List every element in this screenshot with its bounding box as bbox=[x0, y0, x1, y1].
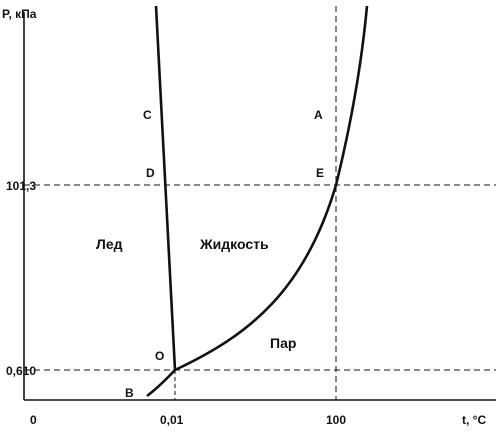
point-A-label: A bbox=[314, 108, 323, 122]
point-B-label: B bbox=[125, 386, 134, 400]
origin-label: 0 bbox=[30, 413, 37, 427]
point-D-label: D bbox=[146, 166, 155, 180]
point-E-label: E bbox=[316, 166, 324, 180]
x-axis-label: t, °C bbox=[462, 413, 486, 427]
vaporization-curve-OA bbox=[174, 5, 369, 372]
melting-curve-OC bbox=[154, 5, 177, 371]
region-ice-label: Лед bbox=[96, 236, 123, 252]
y-tick-0-610: 0,610 bbox=[6, 364, 36, 378]
y-tick-101-3: 101,3 bbox=[6, 179, 36, 193]
y-axis-label: P, кПа bbox=[2, 7, 37, 21]
point-C-label: C bbox=[143, 108, 152, 122]
point-O-label: O bbox=[155, 349, 164, 363]
x-tick-100: 100 bbox=[326, 413, 346, 427]
sublimation-curve-OB bbox=[146, 369, 176, 398]
region-vapor-label: Пар bbox=[270, 335, 296, 351]
region-liquid-label: Жидкость bbox=[199, 236, 269, 252]
x-tick-0-01: 0,01 bbox=[160, 413, 184, 427]
